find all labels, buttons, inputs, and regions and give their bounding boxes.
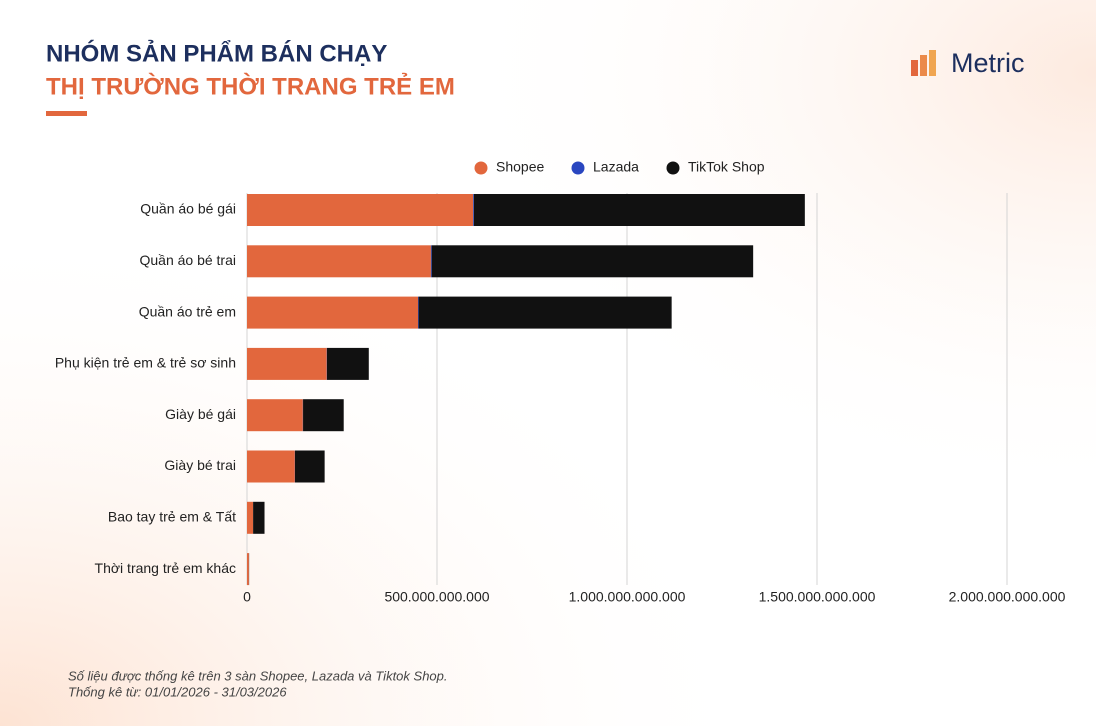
bar-segment [253, 501, 265, 534]
y-tick-label: Quần áo trẻ em [139, 303, 236, 319]
y-tick-label: Quần áo bé gái [140, 201, 236, 217]
bar-segment [326, 347, 369, 380]
legend-label: Shopee [496, 159, 544, 175]
bar-segment [247, 553, 249, 586]
chart-subtitle: THỊ TRƯỜNG THỜI TRANG TRẺ EM [46, 71, 455, 100]
bar-segment [294, 450, 325, 483]
bar-segment [247, 501, 254, 534]
bar-segment [430, 245, 432, 278]
logo: Metric [911, 48, 1025, 78]
legend-label: TikTok Shop [688, 159, 765, 175]
y-tick-label: Quần áo bé trai [139, 252, 236, 268]
title-underline [46, 111, 87, 116]
bar-segment [431, 245, 754, 278]
bar-segment [247, 296, 418, 329]
x-tick-label: 500.000.000.000 [384, 589, 489, 605]
x-tick-label: 0 [243, 589, 251, 605]
legend-marker [474, 161, 488, 175]
logo-bar [929, 50, 936, 76]
x-tick-label: 2.000.000.000.000 [949, 589, 1066, 605]
bar-segment [473, 194, 474, 226]
logo-bar [920, 55, 927, 76]
x-tick-label: 1.000.000.000.000 [569, 589, 686, 605]
chart-title: NHÓM SẢN PHẨM BÁN CHẠY [46, 38, 387, 67]
legend-marker [571, 161, 585, 175]
note: Số liệu được thống kê trên 3 sàn Shopee,… [68, 668, 448, 683]
note: Thống kê từ: 01/01/2026 - 31/03/2026 [68, 684, 287, 699]
y-tick-label: Giày bé trai [164, 457, 236, 473]
x-tick-label: 1.500.000.000.000 [759, 589, 876, 605]
brand: Metric [951, 48, 1025, 78]
bar-segment [303, 399, 344, 432]
legend-label: Lazada [593, 159, 639, 175]
bar-segment [418, 296, 672, 329]
bar-segment [247, 347, 327, 380]
y-tick-label: Phụ kiện trẻ em & trẻ sơ sinh [55, 355, 236, 371]
legend-marker [666, 161, 680, 175]
logo-bar [911, 60, 918, 76]
y-tick-label: Giày bé gái [165, 406, 236, 422]
bar-segment [247, 399, 303, 432]
y-tick-label: Bao tay trẻ em & Tất [108, 509, 236, 525]
bar-segment [418, 296, 419, 329]
bar-segment [247, 245, 431, 278]
bar-segment [247, 450, 295, 483]
bar-segment [473, 194, 805, 226]
y-tick-label: Thời trang trẻ em khác [95, 560, 236, 576]
bar-segment [247, 194, 474, 226]
